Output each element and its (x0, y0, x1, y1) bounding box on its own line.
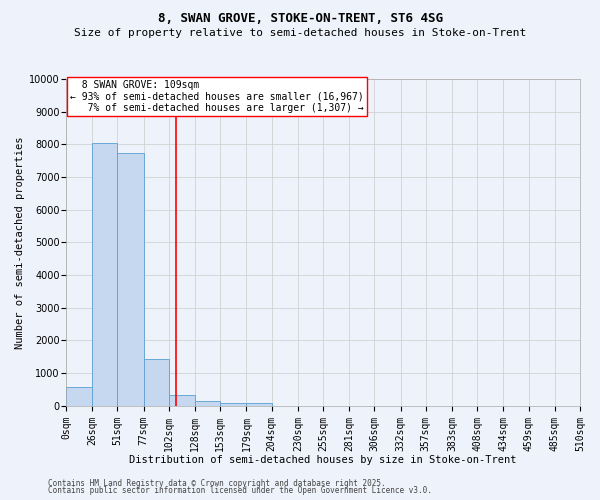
Bar (169, 396, 195, 406)
Text: Size of property relative to semi-detached houses in Stoke-on-Trent: Size of property relative to semi-detach… (74, 28, 526, 38)
Bar (143, 359, 169, 406)
X-axis label: Distribution of semi-detached houses by size in Stoke-on-Trent: Distribution of semi-detached houses by … (129, 455, 517, 465)
Bar (195, 401, 220, 406)
Text: 8 SWAN GROVE: 109sqm
← 93% of semi-detached houses are smaller (16,967)
   7% of: 8 SWAN GROVE: 109sqm ← 93% of semi-detac… (70, 80, 364, 113)
Bar (66, 387, 92, 406)
Bar (247, 403, 272, 406)
Y-axis label: Number of semi-detached properties: Number of semi-detached properties (15, 136, 25, 348)
Bar (92, 142, 118, 406)
Bar (220, 403, 247, 406)
Text: Contains public sector information licensed under the Open Government Licence v3: Contains public sector information licen… (48, 486, 432, 495)
Text: 8, SWAN GROVE, STOKE-ON-TRENT, ST6 4SG: 8, SWAN GROVE, STOKE-ON-TRENT, ST6 4SG (157, 12, 443, 26)
Text: Contains HM Land Registry data © Crown copyright and database right 2025.: Contains HM Land Registry data © Crown c… (48, 478, 386, 488)
Bar (118, 152, 143, 406)
